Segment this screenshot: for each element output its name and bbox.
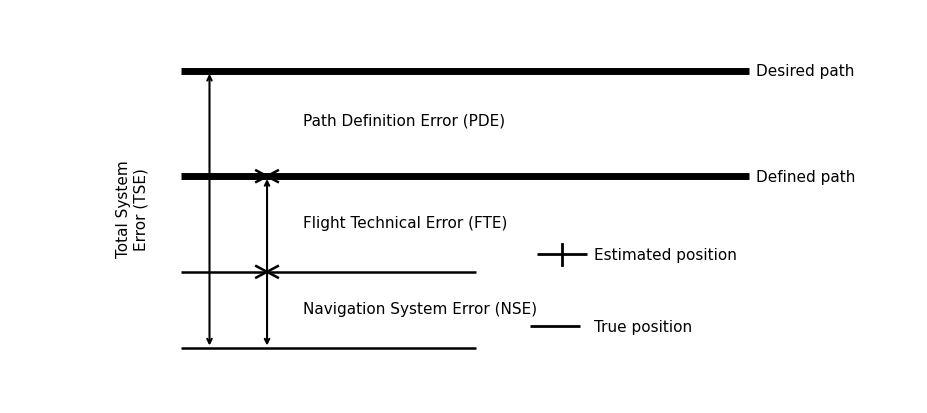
Text: Flight Technical Error (FTE): Flight Technical Error (FTE) bbox=[302, 216, 507, 230]
Text: Estimated position: Estimated position bbox=[593, 247, 736, 262]
Text: True position: True position bbox=[593, 319, 692, 334]
Text: Defined path: Defined path bbox=[756, 169, 855, 184]
Text: Path Definition Error (PDE): Path Definition Error (PDE) bbox=[302, 114, 504, 128]
Text: Total System
Error (TSE): Total System Error (TSE) bbox=[116, 160, 148, 257]
Text: Desired path: Desired path bbox=[756, 64, 854, 79]
Text: Navigation System Error (NSE): Navigation System Error (NSE) bbox=[302, 301, 537, 316]
